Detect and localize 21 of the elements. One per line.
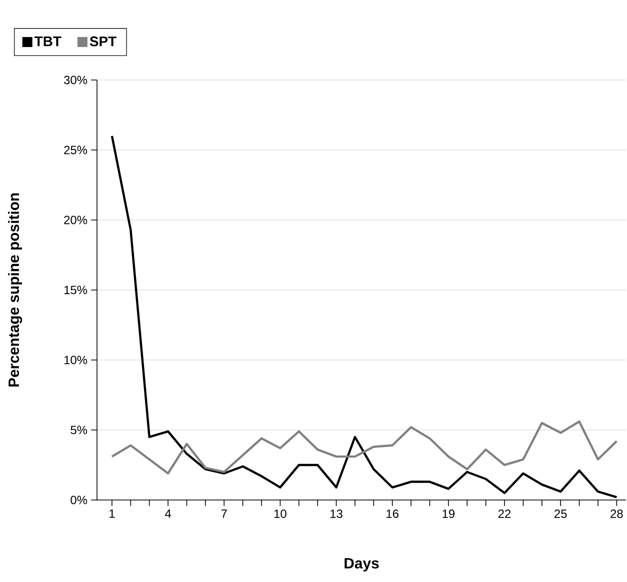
legend-label: TBT — [34, 36, 62, 46]
y-tick-label: 25% — [64, 146, 88, 154]
x-tick-label: 22 — [498, 510, 511, 518]
x-tick-label: 10 — [274, 510, 286, 518]
y-axis-title: Percentage supine position — [8, 193, 22, 387]
legend-label: SPT — [90, 36, 116, 46]
y-tick-label: 5% — [70, 426, 88, 434]
y-tick-label: 20% — [64, 216, 88, 224]
x-tick-label: 28 — [610, 510, 623, 518]
x-tick-label: 1 — [110, 510, 115, 518]
y-tick-label: 10% — [64, 356, 88, 364]
x-tick-label: 13 — [330, 510, 342, 518]
x-tick-label: 7 — [221, 510, 227, 518]
x-tick-label: 16 — [386, 510, 398, 518]
y-tick-label: 15% — [64, 286, 88, 294]
x-tick-label: 25 — [554, 510, 567, 518]
x-tick-label: 19 — [442, 510, 455, 518]
y-tick-label: 30% — [64, 76, 88, 84]
y-tick-label: 0% — [70, 496, 88, 504]
x-tick-label: 4 — [164, 510, 172, 518]
x-axis-title: Days — [344, 558, 379, 572]
